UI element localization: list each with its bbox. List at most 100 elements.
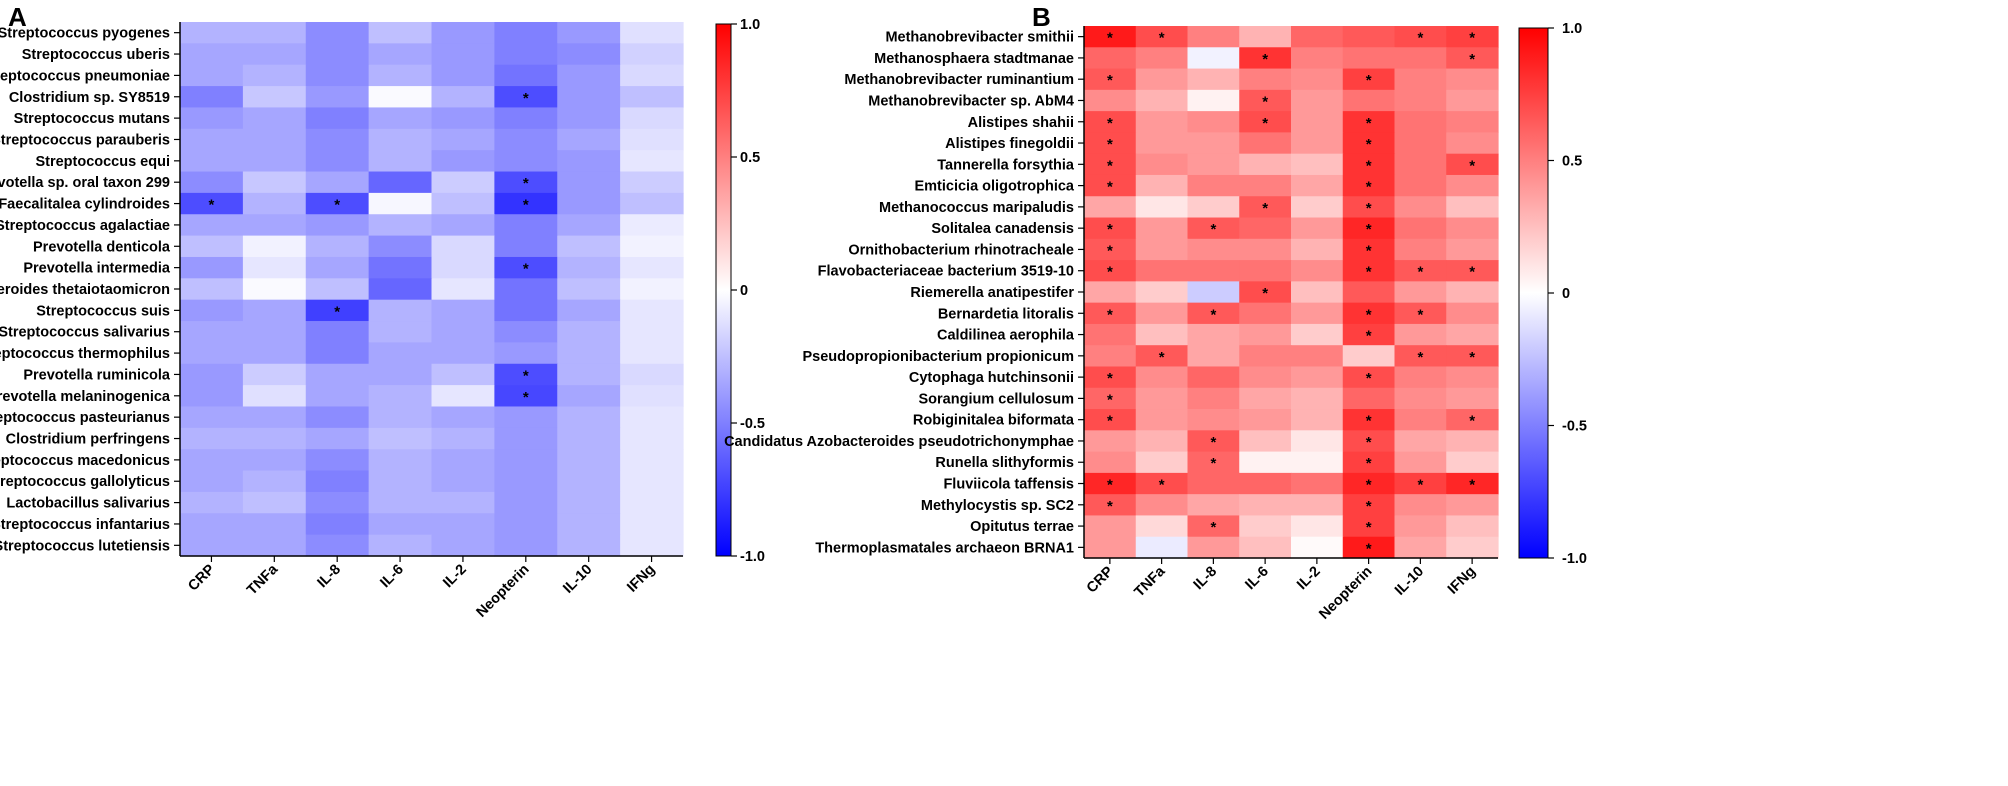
heatmap-cell [1342, 47, 1396, 70]
significance-marker: * [1366, 306, 1372, 323]
heatmap-cell [1084, 26, 1137, 48]
column-label: IL-2 [440, 562, 470, 592]
significance-marker: * [1210, 221, 1216, 238]
column-label: TNFa [1132, 563, 1170, 601]
significance-marker: * [1262, 285, 1268, 302]
heatmap-cell [431, 342, 495, 365]
significance-marker: * [1107, 179, 1113, 196]
heatmap-cell [180, 214, 244, 237]
heatmap-cell [180, 64, 244, 87]
heatmap-cell [242, 278, 307, 301]
heatmap-cell [557, 128, 621, 151]
heatmap-cell [305, 150, 370, 173]
column-label: TNFa [244, 561, 282, 599]
heatmap-cell [305, 299, 370, 322]
significance-marker: * [1469, 477, 1475, 494]
heatmap-cell [1446, 89, 1499, 112]
significance-marker: * [1107, 391, 1113, 408]
colorbar-tick-label: 0 [740, 283, 748, 299]
heatmap-cell [180, 171, 244, 194]
heatmap-cell [1446, 494, 1499, 517]
heatmap-cell [1135, 153, 1189, 176]
significance-marker: * [1366, 328, 1372, 345]
heatmap-cell [1239, 26, 1292, 48]
heatmap-cell [1291, 494, 1344, 517]
row-label: Methylocystis sp. SC2 [921, 498, 1074, 514]
row-label: Streptococcus mutans [14, 111, 170, 127]
heatmap-cell [620, 363, 684, 386]
heatmap-cell [1239, 515, 1292, 538]
heatmap-cell [1187, 430, 1240, 453]
heatmap-cell [1187, 26, 1240, 48]
heatmap-cell [1084, 451, 1137, 474]
heatmap-cell [1446, 302, 1499, 325]
heatmap-cell [1394, 451, 1447, 474]
row-label: Streptococcus lutetiensis [0, 538, 170, 554]
heatmap-cell [494, 86, 558, 109]
heatmap-cell [557, 299, 621, 322]
heatmap-cell [1394, 196, 1447, 219]
heatmap-cell [1342, 111, 1396, 133]
heatmap-cell [1239, 89, 1292, 112]
heatmap-cell [1394, 515, 1447, 538]
heatmap-cell [431, 321, 495, 343]
heatmap-cell [431, 406, 495, 429]
significance-marker: * [1262, 51, 1268, 68]
significance-marker: * [1262, 115, 1268, 132]
row-label: Prevotella melaninogenica [0, 389, 171, 405]
heatmap-cell [1394, 47, 1447, 70]
heatmap-cell [620, 22, 684, 44]
row-label: Tannerella forsythia [937, 157, 1075, 173]
heatmap-cell [1291, 68, 1344, 91]
heatmap-cell [1239, 536, 1292, 559]
heatmap-cell [1135, 196, 1189, 219]
column-label: IL-6 [377, 562, 407, 592]
heatmap-cell [242, 363, 307, 386]
significance-marker: * [1210, 306, 1216, 323]
heatmap-cell [180, 150, 244, 173]
heatmap-cell [1135, 366, 1189, 389]
heatmap-cell [1446, 472, 1499, 495]
column-label: Neopterin [473, 562, 532, 621]
heatmap-cell [431, 491, 495, 514]
heatmap-cell [180, 342, 244, 365]
heatmap-cell [242, 192, 307, 215]
heatmap-cell [620, 171, 684, 194]
heatmap-panel-b: B * * * * * * * * * * * * * * * * * * * * * * * * * * * * * * * * * * * * * * *… [724, 2, 1587, 623]
heatmap-panel-a: A * * * * * * * * * Streptococcus pyogenes Streptoc… [0, 2, 765, 621]
heatmap-cell [1239, 409, 1292, 431]
heatmap-cell [557, 235, 621, 258]
heatmap-cell [620, 150, 684, 173]
heatmap-cell [620, 43, 684, 66]
heatmap-cell [557, 513, 621, 536]
heatmap-cell [180, 107, 244, 130]
heatmap-cell [368, 299, 433, 322]
heatmap-cell [1187, 451, 1240, 474]
heatmap-cell [1291, 217, 1344, 240]
heatmap-cell [305, 192, 370, 215]
heatmap-cell [1446, 366, 1499, 389]
heatmap-cell [1239, 366, 1292, 389]
heatmap-cell [620, 406, 684, 429]
significance-marker: * [1366, 157, 1372, 174]
heatmap-cell [1394, 281, 1447, 304]
heatmap-cell [494, 321, 558, 343]
heatmap-cell [494, 385, 558, 408]
column-label: IFNg [624, 562, 658, 596]
significance-marker: * [523, 175, 529, 192]
heatmap-cell [431, 86, 495, 109]
heatmap-cell [1187, 47, 1240, 70]
heatmap-cell [1342, 196, 1396, 219]
heatmap-cell [1084, 281, 1137, 304]
column-label: IL-8 [314, 562, 344, 592]
significance-marker: * [1366, 434, 1372, 451]
heatmap-cell [1084, 132, 1137, 155]
heatmap-cell [557, 214, 621, 237]
heatmap-cell [1135, 281, 1189, 304]
significance-marker: * [1366, 221, 1372, 238]
heatmap-cell [180, 449, 244, 472]
heatmap-cell [431, 192, 495, 215]
row-label: Runella slithyformis [935, 455, 1074, 471]
heatmap-cell [242, 299, 307, 322]
row-label: Streptococcus suis [36, 303, 170, 319]
